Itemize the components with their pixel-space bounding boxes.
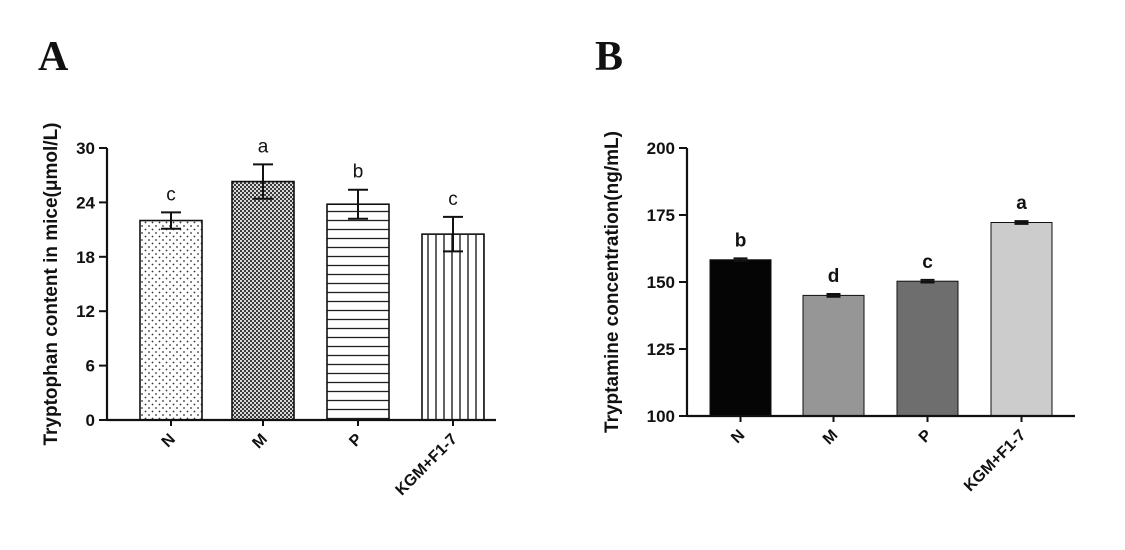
panel-b-significance-label-2: d <box>828 266 840 287</box>
panel-b-significance-label-4: a <box>1016 193 1027 214</box>
panel-a-y-tick-label-2: 6 <box>86 357 95 376</box>
panel-a-bar-2 <box>231 180 295 421</box>
panel-b-significance-label-1: b <box>735 230 747 251</box>
panel-b-error-bar-4 <box>1014 220 1029 225</box>
chart-b: Tryptamine concentration(ng/mL) b Nd Mc Pa KG… <box>602 131 1075 495</box>
panel-a-y-tick-label-6: 30 <box>76 139 95 158</box>
panel-b-bar-1 <box>709 259 772 417</box>
panel-b-x-tick-label-3: P <box>916 427 936 447</box>
panel-a-x-tick-label-4: KGM+F1-7 <box>393 431 461 499</box>
panel-a-x-tick-label-3: P <box>346 431 366 451</box>
chart-a: Tryptophan content in mice(μmol/L) c Na Mb P… <box>41 122 496 499</box>
panel-a-y-tick-label-1: 0 <box>86 411 95 430</box>
panel-a-y-tick-label-3: 12 <box>76 302 95 321</box>
panel-a-significance-label-1: c <box>166 184 176 205</box>
panel-a-y-axis-title: Tryptophan content in mice(μmol/L) <box>41 122 62 445</box>
panel-b-y-tick-label-4: 175 <box>647 206 675 225</box>
panel-a-x-tick-label-1: N <box>159 431 179 451</box>
panel-a-significance-label-2: a <box>258 136 269 157</box>
panel-a-significance-label-3: b <box>353 162 364 183</box>
panel-b-significance-label-3: c <box>922 252 933 273</box>
panel-a-significance-label-4: c <box>448 189 458 210</box>
panel-a-x-tick-label-2: M <box>249 431 270 452</box>
panel-a-y-tick-label-4: 18 <box>76 248 95 267</box>
panel-b-y-tick-label-2: 125 <box>647 340 675 359</box>
panel-a-bar-4 <box>421 233 485 421</box>
panel-a-error-bar-1 <box>161 211 181 230</box>
panel-b-error-bar-3 <box>920 278 935 284</box>
panel-b-letter: B <box>595 34 623 80</box>
panel-a-error-bar-4 <box>443 215 463 253</box>
panel-b-bar-3 <box>896 280 959 417</box>
panel-b-y-tick-label-5: 200 <box>647 139 675 158</box>
panel-a-error-bar-2 <box>253 163 273 200</box>
panel-a-error-bar-3 <box>348 188 368 220</box>
panel-b-x-tick-label-4: KGM+F1-7 <box>961 427 1029 495</box>
panel-b-x-tick-label-1: N <box>728 427 748 447</box>
panel-a-bar-3 <box>326 203 390 421</box>
panel-b-bar-2 <box>802 294 865 417</box>
panel-a-letter: A <box>38 34 69 80</box>
panel-b-error-bar-1 <box>733 257 748 263</box>
panel-b-y-axis-title: Tryptamine concentration(ng/mL) <box>602 131 623 433</box>
panel-b-y-tick-label-1: 100 <box>647 407 675 426</box>
panel-a-bar-1 <box>139 219 203 421</box>
panel-b-y-tick-label-3: 150 <box>647 273 675 292</box>
panel-b-x-tick-label-2: M <box>820 427 841 448</box>
panel-b-bar-4 <box>990 222 1053 417</box>
panel-a-y-tick-label-5: 24 <box>76 193 95 212</box>
panel-b-error-bar-2 <box>826 293 841 298</box>
